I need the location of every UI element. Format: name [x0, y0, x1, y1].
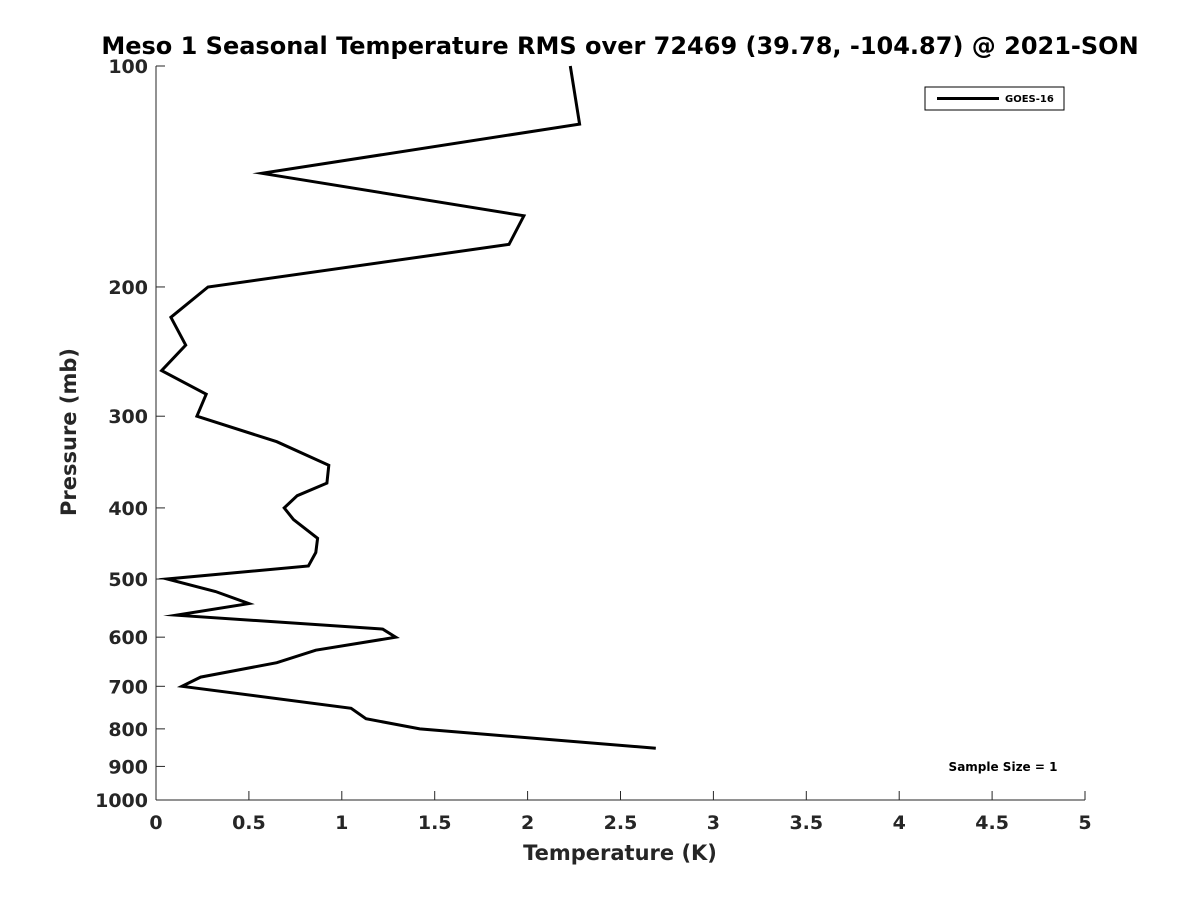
x-tick-label: 1.5	[418, 812, 452, 834]
x-tick-label: 2	[521, 812, 534, 834]
series-layer	[158, 65, 656, 750]
x-tick-label: 2.5	[604, 812, 638, 834]
y-axis-label: Pressure (mb)	[57, 348, 81, 516]
y-tick-label: 800	[108, 719, 148, 741]
x-ticks: 0 0.5 1 1.5 2 2.5 3 3.5 4 4.5 5	[149, 791, 1092, 834]
x-tick-label: 3	[707, 812, 720, 834]
x-tick-label: 4.5	[975, 812, 1009, 834]
chart-title: Meso 1 Seasonal Temperature RMS over 724…	[101, 32, 1138, 60]
x-axis-label: Temperature (K)	[523, 841, 717, 865]
y-tick-label: 1000	[95, 790, 148, 812]
x-tick-label: 0.5	[232, 812, 266, 834]
y-tick-label: 300	[108, 406, 148, 428]
y-tick-label: 200	[108, 277, 148, 299]
x-tick-label: 4	[893, 812, 906, 834]
x-tick-label: 5	[1078, 812, 1091, 834]
x-tick-label: 3.5	[789, 812, 823, 834]
y-tick-label: 500	[108, 569, 148, 591]
y-tick-label: 600	[108, 627, 148, 649]
series-line-goes-16	[158, 65, 656, 750]
y-tick-label: 900	[108, 756, 148, 778]
x-tick-label: 0	[149, 812, 162, 834]
legend-label-goes16: GOES-16	[1005, 94, 1054, 105]
sample-size-annotation: Sample Size = 1	[949, 760, 1058, 774]
legend[interactable]: GOES-16	[924, 86, 1065, 111]
y-ticks: 100 200 300 400 500 600 700 800 900 1000	[95, 56, 165, 812]
x-tick-label: 1	[335, 812, 348, 834]
y-tick-label: 100	[108, 56, 148, 78]
y-tick-label: 400	[108, 498, 148, 520]
y-tick-label: 700	[108, 676, 148, 698]
